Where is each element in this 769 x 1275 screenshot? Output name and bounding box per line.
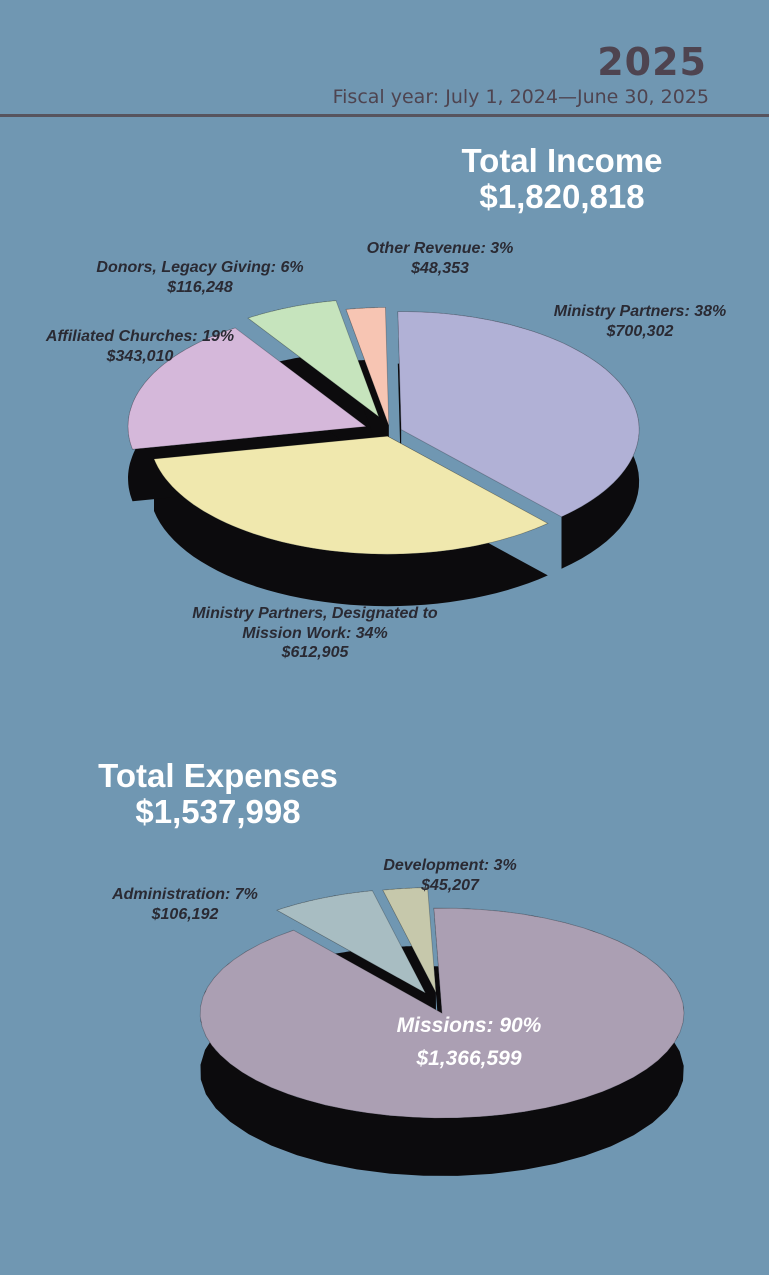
label-other-revenue-value: $48,353 xyxy=(411,259,469,277)
label-designated-percent-line1: Ministry Partners, Designated to xyxy=(192,605,438,622)
label-other-revenue-percent: Other Revenue: 3% xyxy=(366,240,514,257)
pie-slice-development xyxy=(382,887,437,993)
label-affiliated-churches-percent: Affiliated Churches: 19% xyxy=(45,328,235,345)
income-title: Total Income xyxy=(461,142,663,179)
pie-slice-other-revenue xyxy=(345,307,390,426)
label-administration-value: $106,192 xyxy=(151,905,219,923)
pie-slice-donors-legacy-giving xyxy=(247,300,380,418)
label-ministry-partners-percent: Ministry Partners: 38% xyxy=(553,303,727,320)
report-year: 2025 xyxy=(597,40,707,84)
pie-slice-administration xyxy=(275,890,427,995)
label-development-value: $45,207 xyxy=(421,876,479,894)
label-other-revenue: Other Revenue: 3% $48,353 xyxy=(340,239,540,278)
label-missions: Missions: 90% $1,366,599 xyxy=(344,1010,594,1075)
label-affiliated-churches: Affiliated Churches: 19% $343,010 xyxy=(20,327,260,366)
expense-pie-chart xyxy=(199,887,685,1176)
label-ministry-partners: Ministry Partners: 38% $700,302 xyxy=(520,302,760,341)
income-total-amount: $1,820,818 xyxy=(479,177,645,215)
label-designated-mission-work: Ministry Partners, Designated to Mission… xyxy=(160,604,470,663)
income-heading: Total Income $1,820,818 xyxy=(412,143,712,214)
expenses-heading: Total Expenses $1,537,998 xyxy=(68,758,368,829)
expenses-title: Total Expenses xyxy=(98,757,338,794)
label-donors-value: $116,248 xyxy=(167,278,233,296)
label-development: Development: 3% $45,207 xyxy=(350,856,550,895)
label-affiliated-churches-value: $343,010 xyxy=(106,347,174,365)
income-pie-chart xyxy=(127,300,640,607)
label-donors-percent: Donors, Legacy Giving: 6% xyxy=(96,259,304,276)
label-administration: Administration: 7% $106,192 xyxy=(85,885,285,924)
header-divider xyxy=(0,114,769,117)
label-missions-percent: Missions: 90% xyxy=(396,1014,542,1037)
fiscal-year-range: Fiscal year: July 1, 2024—June 30, 2025 xyxy=(332,86,709,108)
label-designated-value: $612,905 xyxy=(281,644,349,662)
label-designated-percent-line2: Mission Work: 34% xyxy=(242,624,388,642)
pie-slice-affiliated-churches xyxy=(127,327,368,450)
expenses-total-amount: $1,537,998 xyxy=(135,792,301,830)
label-administration-percent: Administration: 7% xyxy=(112,886,258,903)
pie-slice-ministry-partners-designated-to-mission-work xyxy=(153,435,549,555)
label-missions-value: $1,366,599 xyxy=(416,1046,522,1070)
pie-slice-ministry-partners xyxy=(397,311,640,518)
label-development-percent: Development: 3% xyxy=(383,857,517,874)
label-ministry-partners-value: $700,302 xyxy=(606,322,674,340)
pie-slice-missions xyxy=(199,907,685,1119)
label-donors-legacy-giving: Donors, Legacy Giving: 6% $116,248 xyxy=(70,258,330,297)
